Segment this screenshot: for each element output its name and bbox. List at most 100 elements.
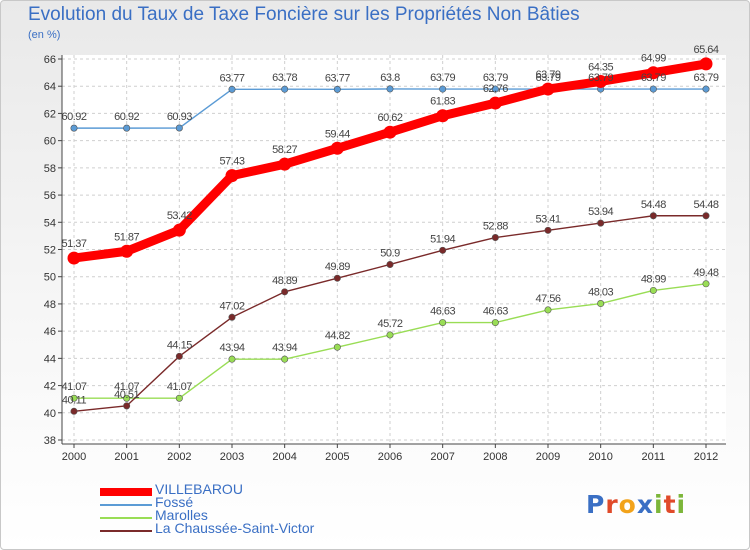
y-tick-label: 62 xyxy=(44,108,56,120)
data-label: 40.11 xyxy=(62,394,87,406)
y-tick-label: 52 xyxy=(44,245,56,257)
data-point xyxy=(123,124,131,132)
legend-swatch xyxy=(100,517,152,519)
data-label: 63.79 xyxy=(483,72,508,84)
data-label: 65.64 xyxy=(693,44,718,56)
legend-label: Marolles xyxy=(155,507,208,523)
y-tick-label: 66 xyxy=(44,54,56,66)
data-point xyxy=(646,66,660,80)
data-point xyxy=(594,74,608,88)
data-label: 54.48 xyxy=(693,199,718,211)
logo-letter: i xyxy=(654,490,664,519)
data-point xyxy=(439,319,447,327)
data-label: 51.94 xyxy=(430,233,455,245)
data-point xyxy=(386,260,394,268)
data-label: 51.87 xyxy=(114,231,139,243)
data-point xyxy=(225,169,239,183)
data-label: 48.99 xyxy=(641,273,666,285)
grid xyxy=(62,55,726,444)
data-point xyxy=(702,280,710,288)
data-point xyxy=(491,85,499,93)
legend-label: VILLEBAROU xyxy=(155,481,243,497)
data-label: 49.89 xyxy=(325,261,350,273)
data-label: 63.8 xyxy=(380,72,400,84)
data-label: 48.03 xyxy=(588,287,613,299)
data-point xyxy=(281,355,289,363)
axes: 38 40 42 44 46 48 50 52 54 56 58 60 62 64 66 2000 2001 20… xyxy=(44,54,726,463)
data-label: 49.48 xyxy=(693,267,718,279)
data-point xyxy=(491,234,499,242)
data-point xyxy=(228,355,236,363)
data-point xyxy=(597,219,605,227)
y-tick-label: 38 xyxy=(44,435,56,447)
y-tick-label: 46 xyxy=(44,326,56,338)
y-tick-label: 56 xyxy=(44,190,56,202)
data-point xyxy=(281,85,289,93)
data-point xyxy=(649,286,657,294)
data-label: 63.77 xyxy=(219,72,244,84)
x-tick-label: 2011 xyxy=(642,451,666,463)
data-label: 48.89 xyxy=(272,275,297,287)
data-label: 64.99 xyxy=(641,53,666,65)
data-point xyxy=(228,313,236,321)
data-label: 41.07 xyxy=(61,381,86,393)
x-tick-label: 2003 xyxy=(220,451,244,463)
y-tick-label: 64 xyxy=(44,81,56,93)
data-label: 58.27 xyxy=(272,144,297,156)
logo-letter: P xyxy=(586,490,606,519)
data-point xyxy=(175,124,183,132)
data-point xyxy=(123,394,131,402)
y-tick-label: 48 xyxy=(44,299,56,311)
data-label: 46.63 xyxy=(430,306,455,318)
data-label: 63.79 xyxy=(641,72,666,84)
data-label: 53.41 xyxy=(535,213,560,225)
y-tick-label: 42 xyxy=(44,381,56,393)
logo-letter: o xyxy=(618,490,637,519)
data-point xyxy=(70,124,78,132)
x-tick-label: 2001 xyxy=(114,451,138,463)
legend-swatch xyxy=(100,504,152,506)
data-label: 54.48 xyxy=(641,199,666,211)
y-tick-label: 40 xyxy=(44,408,56,420)
legend-item: VILLEBAROU xyxy=(100,481,400,498)
x-tick-label: 2004 xyxy=(272,451,296,463)
data-label: 53.42 xyxy=(167,210,192,222)
data-label: 40.51 xyxy=(114,389,139,401)
data-label: 61.83 xyxy=(430,96,455,108)
data-label: 59.44 xyxy=(325,128,350,140)
data-point xyxy=(175,394,183,402)
data-point xyxy=(228,85,236,93)
data-point xyxy=(488,96,502,110)
data-label: 51.37 xyxy=(61,238,86,250)
legend-swatch xyxy=(100,488,152,496)
data-label: 47.02 xyxy=(219,300,244,312)
data-label: 43.94 xyxy=(219,342,244,354)
data-label: 63.77 xyxy=(325,72,350,84)
data-label: 63.79 xyxy=(535,69,560,81)
chart-title: Evolution du Taux de Taxe Foncière sur l… xyxy=(28,4,580,25)
y-tick-label: 54 xyxy=(44,217,56,229)
data-point xyxy=(333,274,341,282)
data-label: 44.82 xyxy=(325,330,350,342)
legend-item: Marolles xyxy=(100,507,400,524)
data-point xyxy=(383,125,397,139)
data-label: 62.76 xyxy=(483,83,508,95)
logo-letter: t xyxy=(663,490,677,519)
data-point xyxy=(702,212,710,220)
data-point xyxy=(544,226,552,234)
data-point xyxy=(330,141,344,155)
y-tick-label: 58 xyxy=(44,163,56,175)
data-label: 57.43 xyxy=(219,156,244,168)
data-point xyxy=(439,85,447,93)
logo-letter: r xyxy=(605,490,619,519)
data-label: 60.62 xyxy=(377,112,402,124)
x-tick-label: 2010 xyxy=(588,451,612,463)
data-point xyxy=(699,57,713,71)
data-point xyxy=(597,300,605,308)
data-label: 45.72 xyxy=(377,318,402,330)
legend-label: Fossé xyxy=(155,494,194,510)
legend: VILLEBAROU Fossé Marolles La Chaussée-Saint… xyxy=(100,481,400,537)
data-point xyxy=(333,343,341,351)
data-label: 63.79 xyxy=(693,72,718,84)
